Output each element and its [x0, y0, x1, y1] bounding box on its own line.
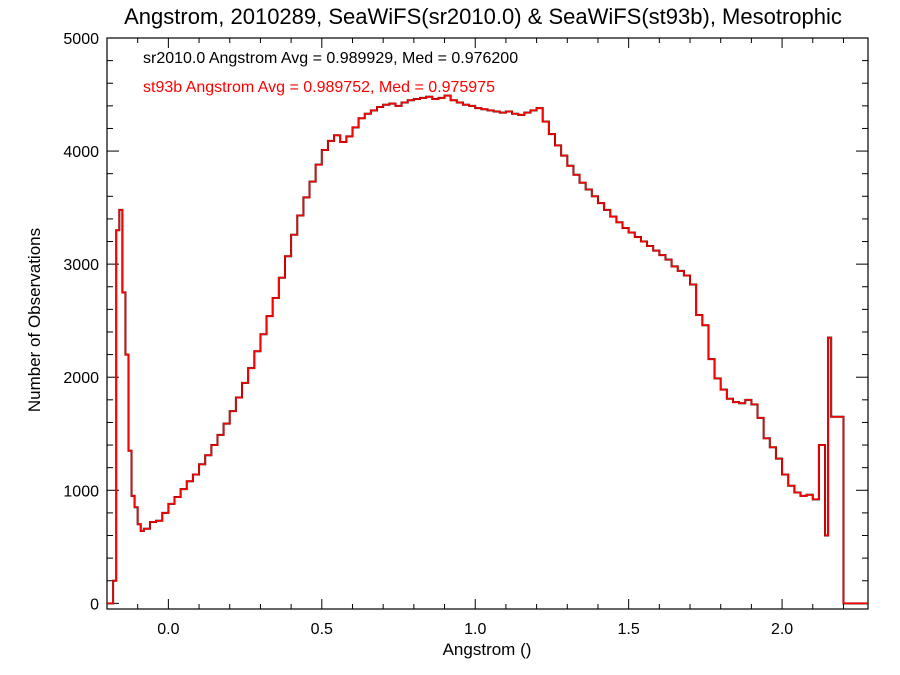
x-tick-label: 1.0	[464, 621, 486, 638]
x-axis: 0.0 0.5 1.0 1.5 2.0	[137, 38, 844, 638]
stats-annotation-2: st93b Angstrom Avg = 0.989752, Med = 0.9…	[143, 79, 495, 96]
plot-area-frame	[106, 37, 869, 610]
x-tick-label: 1.5	[618, 621, 640, 638]
x-tick-label: 0.0	[157, 621, 179, 638]
y-tick-label: 0	[90, 596, 99, 613]
series-group	[107, 94, 868, 605]
x-tick-label: 2.0	[771, 621, 793, 638]
chart-title: Angstrom, 2010289, SeaWiFS(sr2010.0) & S…	[124, 4, 842, 29]
y-tick-label: 2000	[63, 370, 99, 387]
y-tick-label: 5000	[63, 31, 99, 48]
annotations: sr2010.0 Angstrom Avg = 0.989929, Med = …	[143, 50, 518, 96]
stats-annotation-1: sr2010.0 Angstrom Avg = 0.989929, Med = …	[143, 50, 518, 67]
y-axis: 0 1000 2000 3000 4000 5000	[63, 31, 868, 613]
y-axis-label: Number of Observations	[25, 228, 44, 412]
y-tick-label: 1000	[63, 483, 99, 500]
x-axis-label: Angstrom ()	[443, 640, 532, 659]
series-line-2	[107, 94, 868, 605]
x-tick-label: 0.5	[311, 621, 333, 638]
y-tick-label: 3000	[63, 257, 99, 274]
y-tick-label: 4000	[63, 144, 99, 161]
